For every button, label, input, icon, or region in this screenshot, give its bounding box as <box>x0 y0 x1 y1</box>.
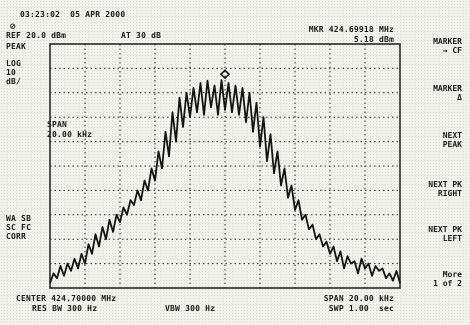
marker-frequency-readout: MKR 424.69918 MHz <box>308 25 394 34</box>
marker-symbol: ⊘ <box>10 22 16 32</box>
video-bandwidth: VBW 300 Hz <box>165 304 216 313</box>
ref-level: REF 20.0 dBm <box>6 31 67 40</box>
softkey-more[interactable]: More 1 of 2 <box>433 270 462 288</box>
spectrum-trace <box>49 79 401 284</box>
trace-mode-3: CORR <box>6 232 27 241</box>
timestamp: 03:23:02 05 APR 2000 <box>20 10 126 19</box>
softkey-next-peak[interactable]: NEXT PEAK <box>442 131 462 149</box>
softkey-next-peak-right[interactable]: NEXT PK RIGHT <box>428 180 462 198</box>
diamond-marker-icon[interactable] <box>219 69 231 80</box>
trace-mode-2: SC FC <box>6 223 32 232</box>
softkey-next-peak-left[interactable]: NEXT PK LEFT <box>428 225 462 243</box>
marker-amplitude-readout: 5.18 dBm <box>353 35 394 44</box>
graticule <box>49 43 401 289</box>
span-setting: SPAN 20.00 kHz <box>323 294 394 303</box>
softkey-marker-delta[interactable]: MARKER Δ <box>433 84 462 102</box>
softkey-marker-to-cf[interactable]: MARKER → CF <box>433 37 462 55</box>
scale-unit: dB/ <box>6 77 22 86</box>
resolution-bandwidth: RES BW 300 Hz <box>32 304 98 313</box>
span-overlay-title: SPAN <box>47 120 68 129</box>
trace-mode-1: WA SB <box>6 214 32 223</box>
attenuation: AT 30 dB <box>121 31 162 40</box>
sweep-time: SWP 1.00 sec <box>328 304 394 313</box>
scale-type: LOG <box>6 59 22 68</box>
scale-value: 10 <box>6 68 17 77</box>
center-frequency: CENTER 424.70000 MHz <box>16 294 117 303</box>
detector-mode: PEAK <box>6 42 27 51</box>
